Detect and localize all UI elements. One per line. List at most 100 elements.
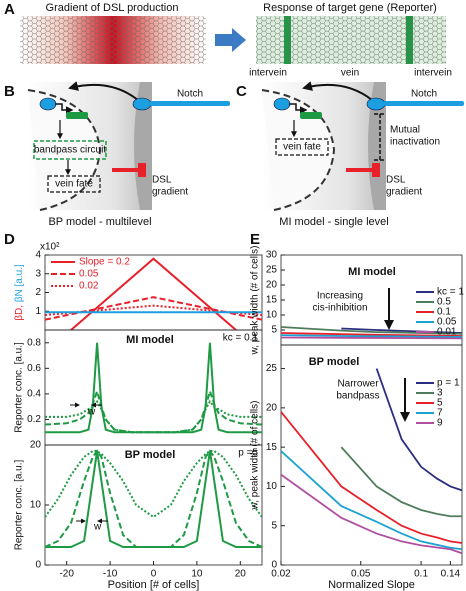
annotation: BP model [309,356,360,368]
y-tick-label: 20 [266,402,278,413]
series-line [340,446,462,518]
series-line [45,342,262,434]
panel-label: C [236,83,247,100]
series-line [281,450,462,551]
annotation: kc = 0.1 [223,333,259,344]
x-axis-label: Normalized Slope [328,579,415,591]
plot-frame [44,254,263,331]
y-tick-label: 0.4 [27,389,41,400]
legend-label: 0.02 [79,281,99,292]
caption: MI model - single level [279,216,388,228]
region-label: intervein [414,68,452,79]
legend-label: 5 [437,398,443,409]
legend-label: 0.01 [437,327,457,338]
y-axis-label: Reporter conc. [a.u.] [14,342,25,433]
panel-label: E [250,231,260,248]
series-line [45,399,262,434]
y-tick-label: 0.8 [27,337,41,348]
y-tick-label: 20 [266,280,278,291]
bp-diagram [27,81,230,211]
x-tick-label: 0.05 [351,569,371,580]
hex-grid [256,16,446,64]
series-line [281,473,462,555]
label: DSL [152,175,172,186]
series-line [281,326,462,335]
legend-label: Slope = 0.2 [79,257,130,268]
series-line [281,334,462,338]
label: Notch [177,89,203,100]
plot-frame [44,329,263,446]
x-tick-label: 0.14 [441,569,461,580]
legend-label: 9 [437,418,443,429]
panel-label: D [4,231,15,248]
y-axis-label: w, peak width (# of cells) [250,401,261,511]
label: gradient [386,187,422,198]
y-tick-label: 2 [35,287,41,298]
annotation: cis-inhibition [312,303,367,314]
y-tick-label: 15 [266,442,278,453]
x-tick-label: -10 [103,569,118,580]
annotation: Increasing [317,291,363,302]
y-tick-label: 10 [266,310,278,321]
region-label: intervein [249,68,287,79]
series-line [45,304,262,316]
x-tick-label: 10 [191,569,203,580]
legend-label: kc = 1 [437,287,464,298]
panel-label: B [4,83,15,100]
annotation: w [87,407,96,418]
plot-frame [280,344,463,566]
x-tick-label: -20 [59,569,74,580]
region-label: vein [341,68,359,79]
y-axis-label: βD, βN [a.u.] [14,264,25,321]
y-tick-label: 25 [266,265,278,276]
y-axis-label-part: βD, [14,302,25,321]
label: Mutual [390,125,420,136]
series-line [341,327,462,334]
label: vein fate [283,142,321,153]
y-tick-label: 30 [266,250,278,261]
series-line [70,257,237,330]
y-tick-label: 0 [35,560,41,571]
label: Notch [411,89,437,100]
series-line [375,368,462,492]
label: gradient [152,187,188,198]
legend-label: 3 [437,388,443,399]
x-tick-label: 0.02 [271,569,291,580]
annotation: Narrower [337,379,379,390]
annotation: MI model [348,266,396,278]
panel-label: A [4,1,15,18]
annotation: x10² [40,242,60,253]
x-tick-label: 0 [151,569,157,580]
annotation: bandpass [336,391,379,402]
annotation: MI model [126,334,174,346]
y-axis-label-part: βN [a.u.] [14,264,25,302]
y-tick-label: 25 [266,363,278,374]
annotation: p =5 [238,448,258,459]
y-tick-label: 0.2 [27,414,41,425]
legend-label: p = 1 [437,378,460,389]
legend-label: 0.5 [437,297,451,308]
y-tick-label: 5 [271,520,277,531]
caption: BP model - multilevel [48,216,151,228]
y-tick-label: 1 [35,306,41,317]
annotation: w [93,522,102,533]
series-line [45,449,262,548]
y-tick-label: 20 [30,440,42,451]
legend-label: 0.05 [437,317,457,328]
y-tick-label: 10 [266,481,278,492]
hex-grid [20,16,206,64]
arrow [215,28,246,52]
series-line [45,387,262,434]
y-tick-label: 4 [35,250,41,261]
legend-label: 0.05 [79,269,99,280]
label: DSL [386,175,406,186]
y-tick-label: 0.6 [27,363,41,374]
x-tick-label: 0.1 [414,569,428,580]
legend-label: 0.1 [437,307,451,318]
series-line [281,332,462,337]
y-axis-label: w, peak width (# of cells) [250,246,261,356]
label: vein fate [55,179,93,190]
y-tick-label: 5 [271,325,277,336]
x-tick-label: 20 [235,569,247,580]
